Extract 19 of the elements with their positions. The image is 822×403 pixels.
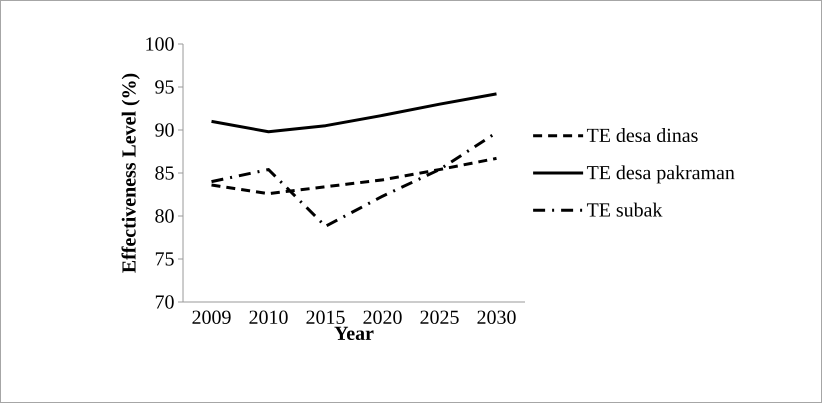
x-tick-label: 2030 [477,310,516,324]
y-tick-label: 70 [156,295,174,309]
x-tick-label: 2015 [306,310,345,324]
y-tick-label: 90 [155,123,174,137]
y-tick-label: 75 [156,252,174,266]
x-tick-label: 2020 [363,310,402,324]
x-tick-label: 2010 [249,310,288,324]
y-tick-label: 80 [155,209,174,223]
y-tick-label: 95 [155,80,174,94]
x-tick-label: 2009 [192,310,231,324]
legend-label: TE desa dinas [586,128,698,142]
y-tick-label: 100 [146,37,174,51]
x-axis-title: Year [334,326,374,340]
x-tick-label: 2025 [420,310,459,324]
line-series [210,92,498,134]
y-axis-title: Effectiveness Level (%) [121,74,140,273]
legend-label: TE subak [586,202,662,217]
legend-label: TE desa pakraman [586,165,735,184]
y-tick-label: 85 [155,166,174,180]
